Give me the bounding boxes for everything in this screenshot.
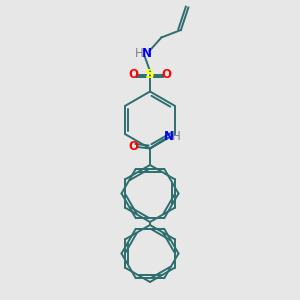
Text: H: H <box>135 46 144 60</box>
Text: N: N <box>164 130 174 143</box>
Text: H: H <box>172 130 181 143</box>
Text: O: O <box>128 140 139 154</box>
Text: S: S <box>145 68 155 82</box>
Text: O: O <box>128 68 139 82</box>
Text: N: N <box>142 46 152 60</box>
Text: O: O <box>161 68 172 82</box>
